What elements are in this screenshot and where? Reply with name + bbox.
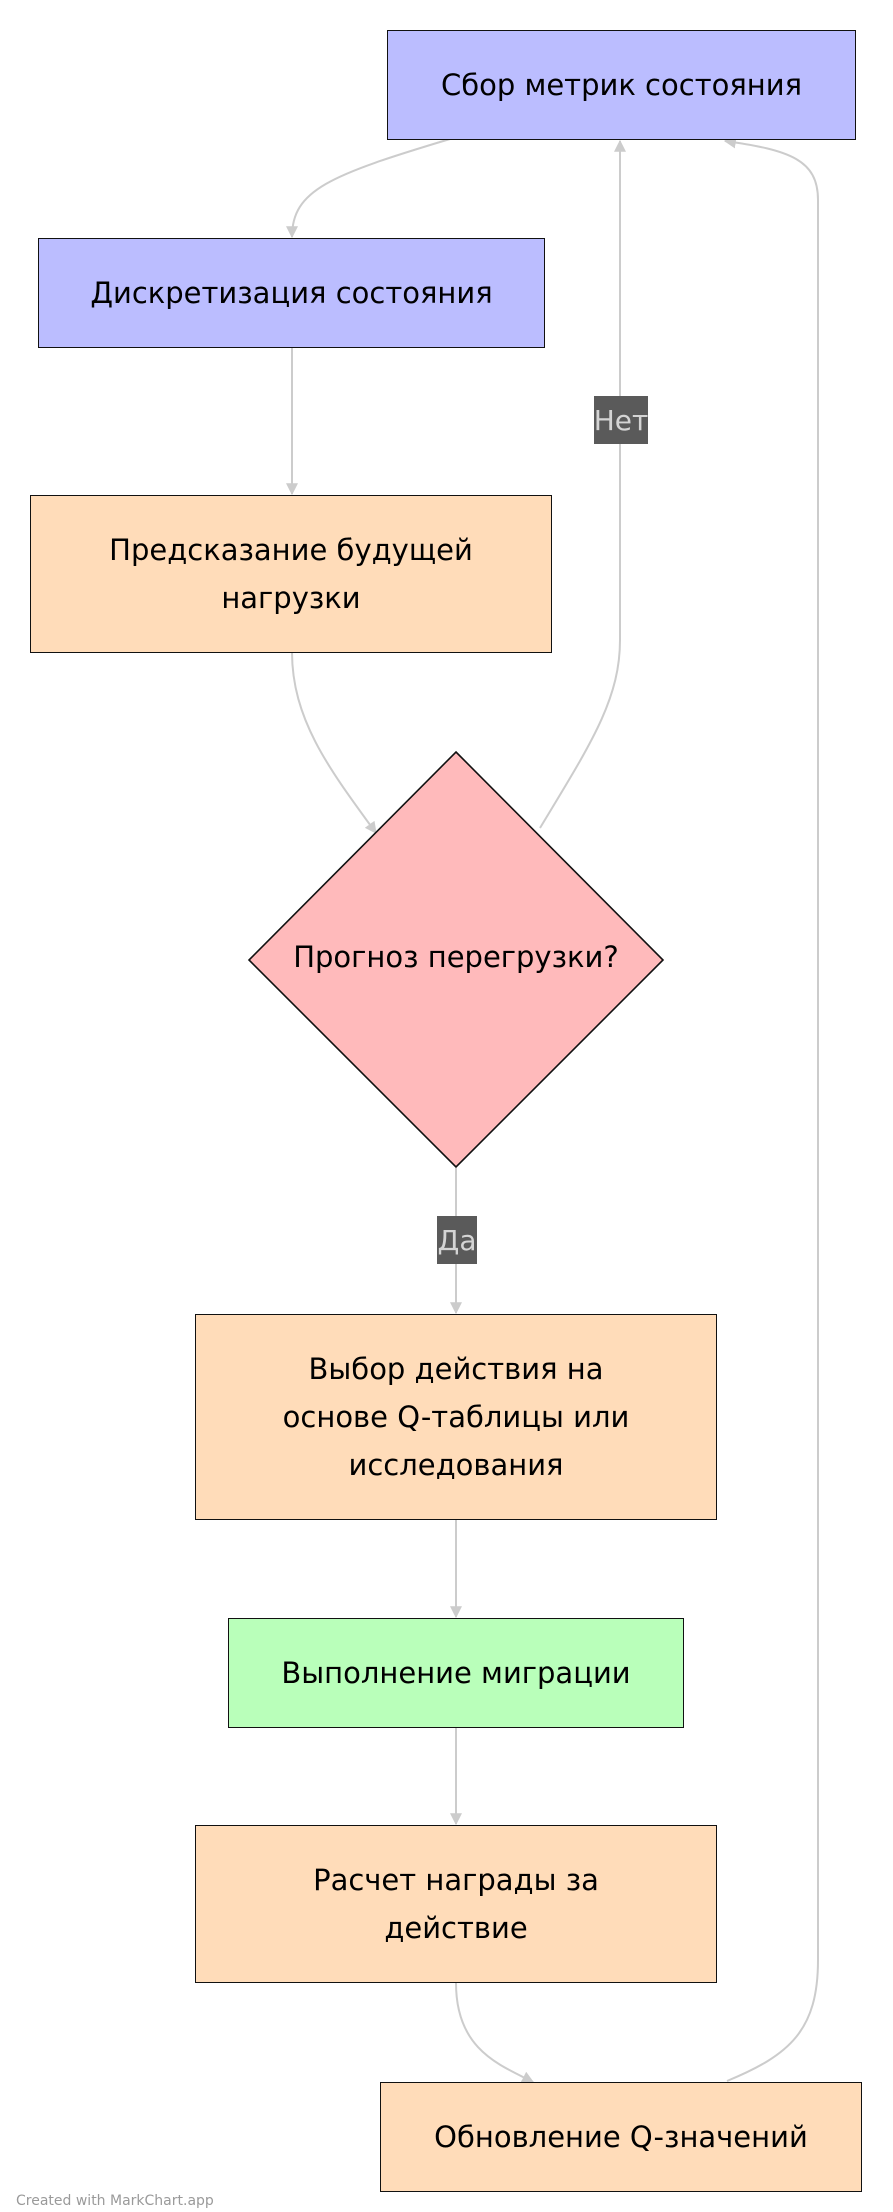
node-update-q: Обновление Q-значений xyxy=(380,2082,862,2192)
node-overload-decision-label: Прогноз перегрузки? xyxy=(293,940,619,974)
node-compute-reward-line1: Расчет награды за xyxy=(313,1863,599,1897)
edge-label-yes: Да xyxy=(437,1216,477,1264)
edge-reward-to-update xyxy=(455,1982,535,2083)
node-discretize-state-label: Дискретизация состояния xyxy=(90,276,493,310)
node-update-q-label: Обновление Q-значений xyxy=(434,2120,808,2154)
decision-diamond xyxy=(247,750,665,1169)
node-choose-action-line3: исследования xyxy=(348,1448,564,1482)
edge-collect-to-discretize xyxy=(286,138,451,239)
node-execute-migration-label: Выполнение миграции xyxy=(281,1656,631,1690)
node-predict-load-line2: нагрузки xyxy=(221,581,361,615)
footer-credit: Created with MarkChart.app xyxy=(16,2193,214,2209)
node-collect-metrics: Сбор метрик состояния xyxy=(387,30,856,140)
node-choose-action-line1: Выбор действия на xyxy=(308,1352,604,1386)
edge-label-no: Нет xyxy=(594,396,648,444)
node-predict-load-line1: Предсказание будущей xyxy=(109,533,473,567)
edge-predict-to-decision xyxy=(291,651,377,834)
node-choose-action-line2: основе Q-таблицы или xyxy=(282,1400,630,1434)
node-compute-reward-line2: действие xyxy=(384,1911,528,1945)
edge-update-to-collect xyxy=(723,136,819,2082)
node-choose-action: Выбор действия на основе Q-таблицы или и… xyxy=(195,1314,717,1520)
node-execute-migration: Выполнение миграции xyxy=(228,1618,684,1728)
edge-decision-to-collect xyxy=(539,139,626,829)
node-predict-load: Предсказание будущей нагрузки xyxy=(30,495,552,653)
node-discretize-state: Дискретизация состояния xyxy=(38,238,545,348)
node-compute-reward: Расчет награды за действие xyxy=(195,1825,717,1983)
node-collect-metrics-label: Сбор метрик состояния xyxy=(440,68,803,102)
